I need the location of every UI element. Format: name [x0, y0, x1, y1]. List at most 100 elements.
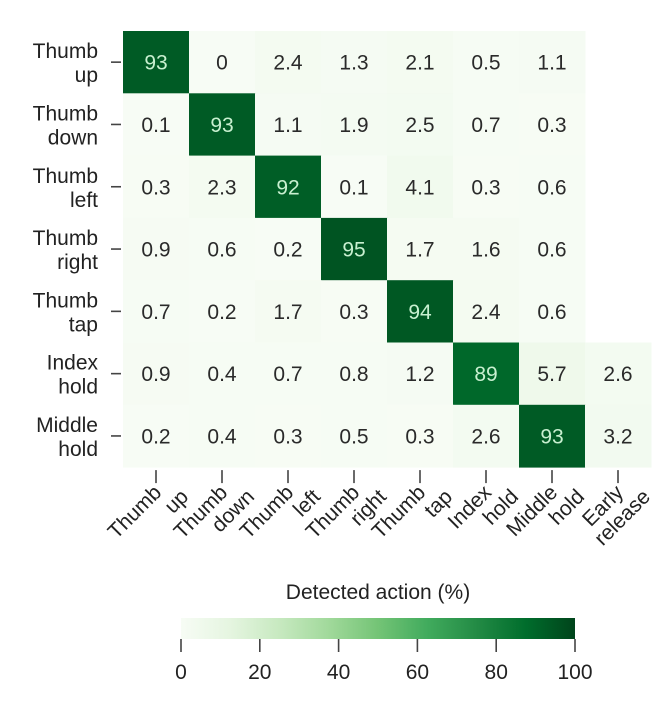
heatmap-cell	[453, 342, 520, 406]
cell-value-label: 89	[474, 363, 497, 386]
heatmap-cell	[519, 217, 586, 281]
cell-value-label: 1.7	[405, 239, 434, 262]
heatmap-cell	[123, 280, 190, 343]
heatmap-cell	[453, 93, 520, 157]
y-tick-label: tap	[69, 313, 98, 336]
cell-value-label: 0.7	[471, 114, 500, 137]
y-tick-label: up	[75, 64, 98, 87]
x-tick-label-line: Thumb	[104, 481, 166, 543]
heatmap-cell	[123, 93, 190, 157]
cell-value-label: 0.2	[141, 425, 170, 448]
cell-value-label: 1.1	[537, 52, 566, 75]
heatmap-cell	[453, 280, 520, 343]
y-tick-label: Thumb	[33, 102, 98, 125]
heatmap-cell	[387, 280, 454, 343]
cell-value-label: 2.4	[471, 301, 501, 324]
cell-value-label: 0.6	[537, 239, 566, 262]
heatmap-cell	[189, 280, 256, 343]
heatmap-cell	[387, 404, 454, 468]
heatmap-cell	[123, 342, 190, 406]
y-tick-label: Middle	[36, 414, 98, 437]
x-axis-title: Detected action (%)	[286, 581, 470, 604]
cell-value-label: 0.1	[141, 114, 170, 137]
cell-value-label: 3.2	[603, 425, 632, 448]
heatmap-cell	[453, 31, 520, 94]
y-tick-label: Thumb	[33, 227, 98, 250]
heatmap-cell	[189, 217, 256, 281]
cell-value-label: 0	[216, 52, 228, 75]
cell-value-label: 0.5	[339, 425, 368, 448]
y-tick-label: hold	[58, 376, 98, 399]
heatmap-cell	[189, 404, 256, 468]
heatmap-cells: 93 0 2.4 1.3 2.1 0.5 1.1 0.1 93 1.1 1.9 2.5 0.7 0.3 0.…	[123, 31, 652, 468]
cell-value-label: 0.5	[471, 52, 500, 75]
cell-value-label: 93	[540, 425, 563, 448]
cell-value-label: 0.7	[273, 363, 302, 386]
y-tick-label: down	[48, 126, 98, 149]
heatmap-cell	[387, 93, 454, 157]
cell-value-label: 0.3	[471, 176, 500, 199]
heatmap-cell	[321, 217, 388, 281]
colorbar-tick-label: 100	[557, 661, 592, 684]
cell-value-label: 92	[276, 176, 299, 199]
cell-value-label: 0.2	[273, 239, 302, 262]
heatmap-cell	[321, 404, 388, 468]
cell-value-label: 93	[144, 52, 167, 75]
heatmap-cell	[123, 217, 190, 281]
heatmap-cell	[255, 217, 322, 281]
heatmap-cell	[519, 93, 586, 157]
cell-value-label: 95	[342, 239, 365, 262]
heatmap-cell	[255, 404, 322, 468]
y-tick-label: Thumb	[33, 165, 98, 188]
cell-value-label: 0.4	[207, 425, 237, 448]
heatmap-cell	[519, 342, 586, 406]
y-tick-label: Thumb	[33, 289, 98, 312]
x-axis-labels: ThumbupThumbdownThumbleftThumbrightThumb…	[104, 470, 655, 551]
cell-value-label: 2.3	[207, 176, 236, 199]
heatmap-cell	[387, 342, 454, 406]
cell-value-label: 0.7	[141, 301, 170, 324]
cell-value-label: 0.8	[339, 363, 368, 386]
cell-value-label: 0.3	[405, 425, 434, 448]
cell-value-label: 0.6	[537, 176, 566, 199]
heatmap-cell	[255, 93, 322, 157]
heatmap-cell	[123, 31, 190, 94]
heatmap-cell	[123, 155, 190, 219]
colorbar: 0 20 40 60 80 100	[175, 618, 593, 684]
heatmap-cell	[519, 404, 586, 468]
cell-value-label: 94	[408, 301, 432, 324]
colorbar-tick-label: 0	[175, 661, 187, 684]
colorbar-tick-label: 60	[406, 661, 429, 684]
cell-value-label: 0.6	[207, 239, 236, 262]
cell-value-label: 5.7	[537, 363, 566, 386]
cell-value-label: 2.1	[405, 52, 434, 75]
colorbar-tick-label: 20	[248, 661, 271, 684]
cell-value-label: 4.1	[405, 176, 434, 199]
heatmap-cell	[321, 93, 388, 157]
y-tick-label: hold	[58, 438, 98, 461]
heatmap-cell	[189, 342, 256, 406]
cell-value-label: 1.2	[405, 363, 434, 386]
colorbar-tick-label: 40	[327, 661, 350, 684]
cell-value-label: 1.6	[471, 239, 500, 262]
cell-value-label: 1.3	[339, 52, 368, 75]
heatmap-cell	[585, 404, 652, 468]
heatmap-cell	[387, 155, 454, 219]
heatmap-cell	[255, 31, 322, 94]
heatmap-cell	[123, 404, 190, 468]
y-tick-label: Thumb	[33, 40, 98, 63]
heatmap-cell	[189, 93, 256, 157]
cell-value-label: 0.2	[207, 301, 236, 324]
heatmap-cell	[255, 342, 322, 406]
heatmap-cell	[189, 155, 256, 219]
cell-value-label: 0.9	[141, 239, 170, 262]
cell-value-label: 93	[210, 114, 233, 137]
heatmap-cell	[453, 155, 520, 219]
